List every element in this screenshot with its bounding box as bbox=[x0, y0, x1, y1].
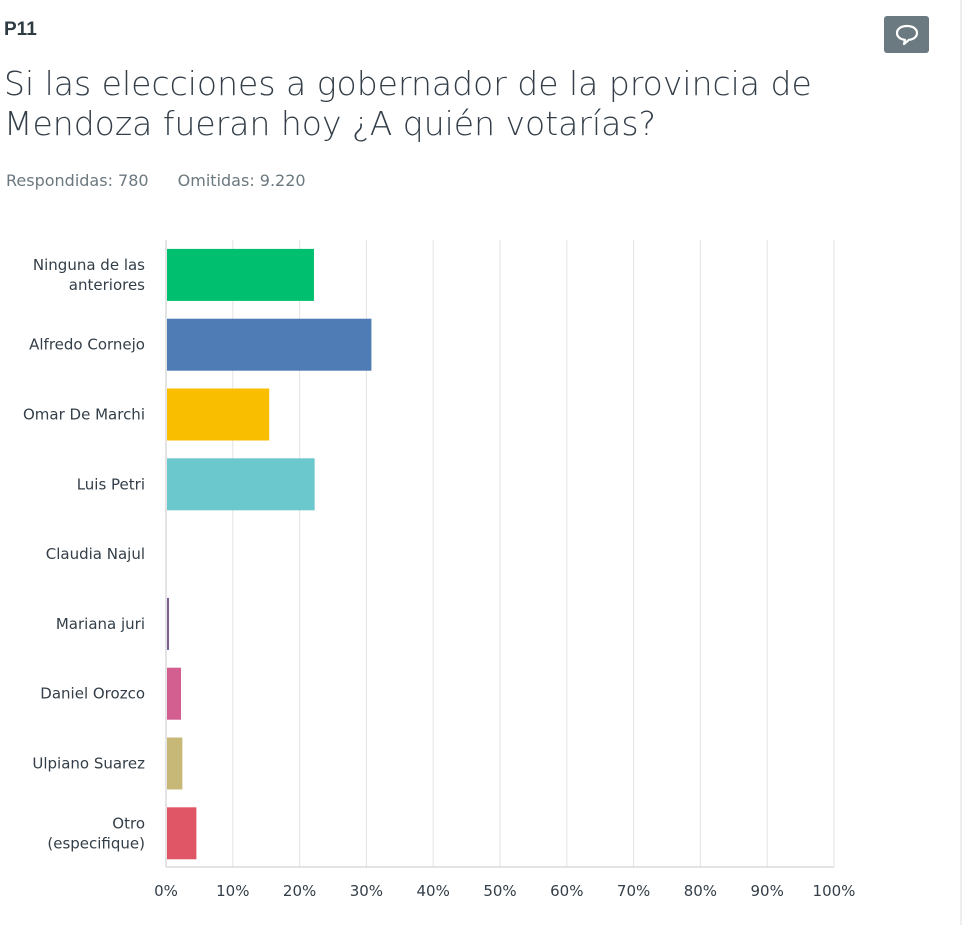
question-title: Si las elecciones a gobernador de la pro… bbox=[4, 64, 812, 143]
x-tick-label: 90% bbox=[751, 882, 784, 900]
bar bbox=[167, 667, 182, 720]
x-tick-label: 30% bbox=[350, 882, 383, 900]
panel-edge bbox=[960, 0, 962, 925]
x-tick-label: 70% bbox=[617, 882, 650, 900]
bar bbox=[167, 458, 315, 511]
answered-count: Respondidas: 780 bbox=[6, 171, 149, 190]
x-tick-label: 60% bbox=[550, 882, 583, 900]
x-tick-label: 0% bbox=[154, 882, 178, 900]
category-label: Alfredo Cornejo bbox=[29, 336, 145, 354]
category-label: Omar De Marchi bbox=[23, 406, 145, 424]
category-label: Ninguna de las bbox=[33, 256, 145, 274]
category-label: Luis Petri bbox=[77, 475, 145, 493]
comment-button[interactable] bbox=[884, 16, 929, 53]
category-label: anteriores bbox=[69, 276, 145, 294]
bar bbox=[167, 388, 270, 441]
category-label: (especifique) bbox=[47, 834, 145, 852]
bar bbox=[167, 248, 314, 301]
x-tick-label: 10% bbox=[216, 882, 249, 900]
x-tick-label: 20% bbox=[283, 882, 316, 900]
bar bbox=[167, 737, 183, 790]
x-tick-label: 100% bbox=[813, 882, 856, 900]
x-tick-label: 40% bbox=[417, 882, 450, 900]
category-label: Ulpiano Suarez bbox=[32, 755, 145, 773]
category-label: Otro bbox=[112, 814, 145, 832]
bar bbox=[167, 597, 170, 650]
bar bbox=[167, 318, 372, 371]
category-label: Claudia Najul bbox=[46, 545, 145, 563]
category-label: Daniel Orozco bbox=[40, 685, 145, 703]
category-label: Mariana juri bbox=[56, 615, 145, 633]
bar bbox=[167, 807, 197, 860]
x-tick-label: 80% bbox=[684, 882, 717, 900]
skipped-count: Omitidas: 9.220 bbox=[177, 171, 306, 190]
response-stats: Respondidas: 780 Omitidas: 9.220 bbox=[6, 171, 330, 190]
speech-bubble-icon bbox=[895, 24, 918, 45]
question-number: P11 bbox=[4, 19, 37, 40]
x-tick-label: 50% bbox=[483, 882, 516, 900]
